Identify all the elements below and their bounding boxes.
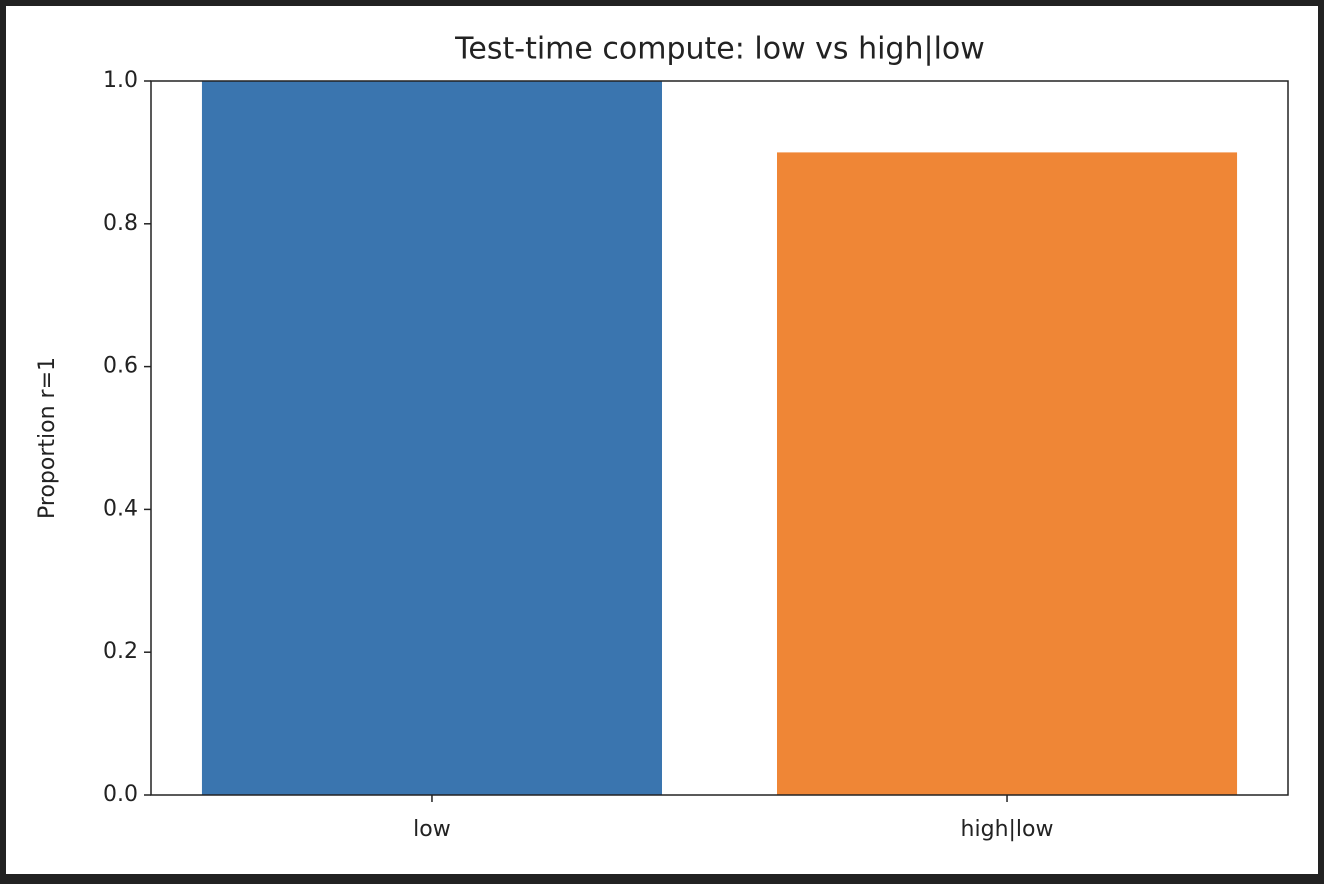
x-tick-label: low (413, 817, 451, 842)
y-tick-label: 1.0 (103, 68, 138, 93)
x-tick-label: high|low (961, 817, 1054, 842)
chart-title: Test-time compute: low vs high|low (454, 32, 985, 67)
y-tick-label: 0.2 (103, 639, 138, 664)
y-axis-label: Proportion r=1 (35, 357, 60, 519)
axes-frame (150, 80, 1289, 796)
y-tick-label: 0.4 (103, 496, 138, 521)
y-tick-label: 0.6 (103, 354, 138, 379)
bar (201, 81, 662, 795)
y-tick-label: 0.8 (103, 211, 138, 236)
bar (777, 152, 1238, 795)
y-tick-label: 0.0 (103, 782, 138, 807)
